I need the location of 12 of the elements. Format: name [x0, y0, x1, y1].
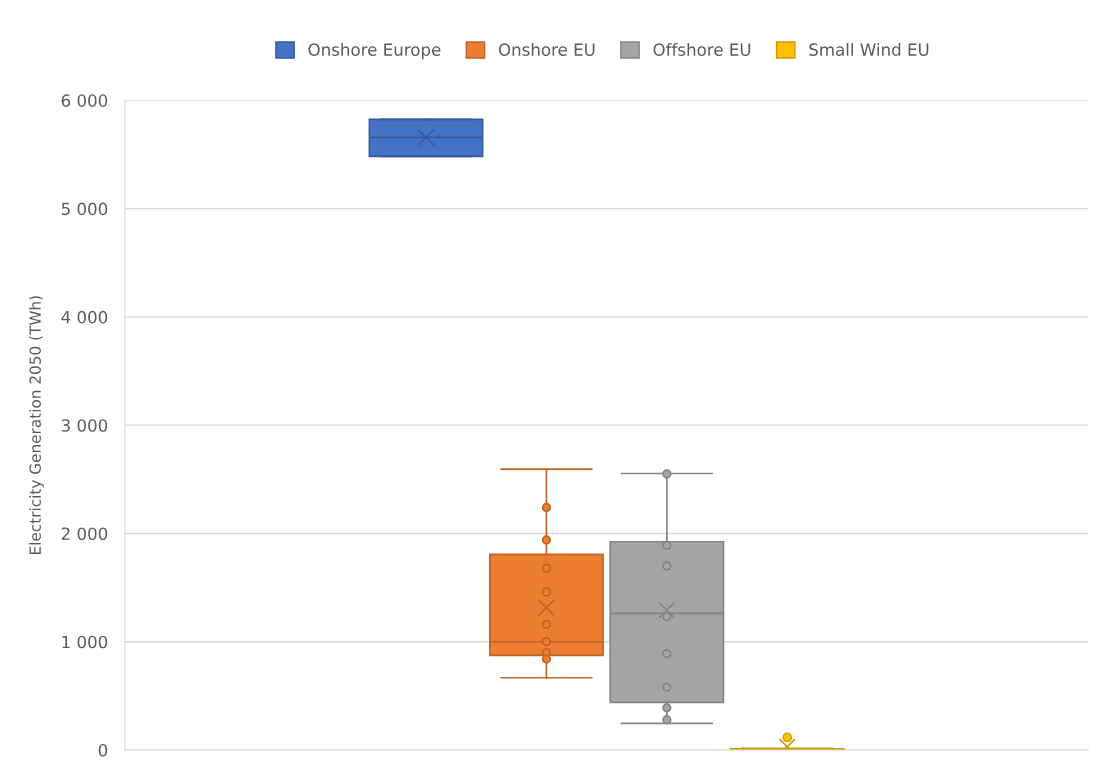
- y-tick-label: 0: [98, 743, 108, 757]
- legend-label: Onshore EU: [498, 43, 595, 56]
- legend-label: Small Wind EU: [809, 43, 929, 56]
- y-tick-label: 5 000: [61, 202, 108, 216]
- y-tick-label: 2 000: [61, 527, 108, 541]
- legend-label: Offshore EU: [653, 43, 751, 56]
- y-tick-label: 6 000: [61, 94, 108, 107]
- y-axis-title: Electricity Generation 2050 (TWh): [29, 296, 44, 554]
- y-tick-label: 1 000: [62, 635, 108, 649]
- y-tick-label: 3 000: [61, 419, 108, 432]
- legend-label: Onshore Europe: [308, 43, 441, 60]
- y-tick-label: 4 000: [61, 310, 108, 324]
